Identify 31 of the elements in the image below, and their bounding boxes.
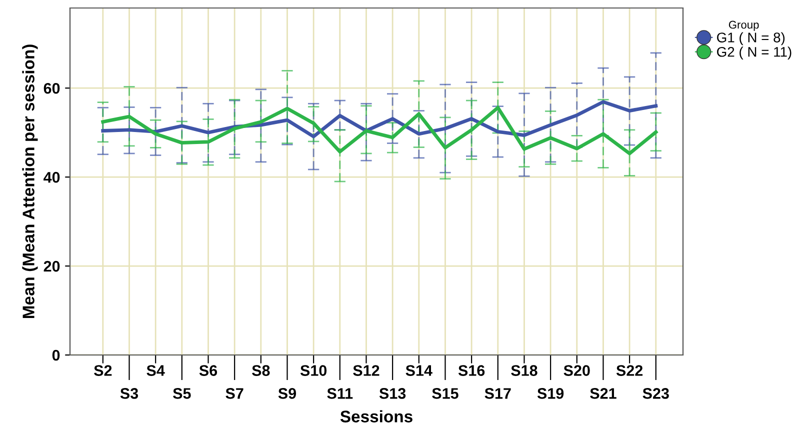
x-tick-label: S18 (511, 365, 538, 376)
x-tick-label: S3 (120, 388, 138, 399)
x-tick-label: S20 (564, 365, 590, 376)
x-tick-label: S9 (278, 388, 296, 399)
x-tick-label: S6 (199, 365, 218, 376)
y-axis-title: Mean (Mean Attention per session) (22, 44, 38, 318)
y-tick-label: 40 (44, 172, 60, 183)
x-tick-label: S21 (590, 388, 616, 399)
legend-label: G1 ( N = 8) (717, 32, 785, 46)
y-tick-label: 0 (52, 350, 60, 361)
legend-title: Group (728, 20, 759, 31)
x-tick-label: S4 (146, 365, 165, 376)
x-tick-label: S7 (226, 388, 244, 399)
x-tick-label: S14 (406, 365, 432, 376)
y-tick-label: 20 (44, 260, 60, 272)
x-tick-label: S16 (458, 365, 485, 376)
x-tick-label: S12 (353, 365, 380, 376)
x-tick-label: S19 (537, 388, 564, 399)
x-tick-label: S10 (300, 365, 327, 376)
x-tick-label: S22 (616, 365, 643, 376)
x-tick-label: S8 (252, 365, 270, 376)
y-tick-label: 60 (44, 82, 60, 94)
x-tick-label: S5 (173, 388, 191, 399)
x-tick-label: S13 (379, 388, 406, 399)
x-tick-label: S11 (327, 388, 353, 399)
x-tick-label: S2 (94, 365, 112, 376)
legend-label: G2 ( N = 11) (717, 46, 792, 60)
x-tick-label: S23 (642, 388, 669, 399)
x-tick-label: S15 (432, 388, 458, 399)
x-axis-title: Sessions (340, 410, 412, 422)
x-tick-label: S17 (484, 388, 511, 399)
